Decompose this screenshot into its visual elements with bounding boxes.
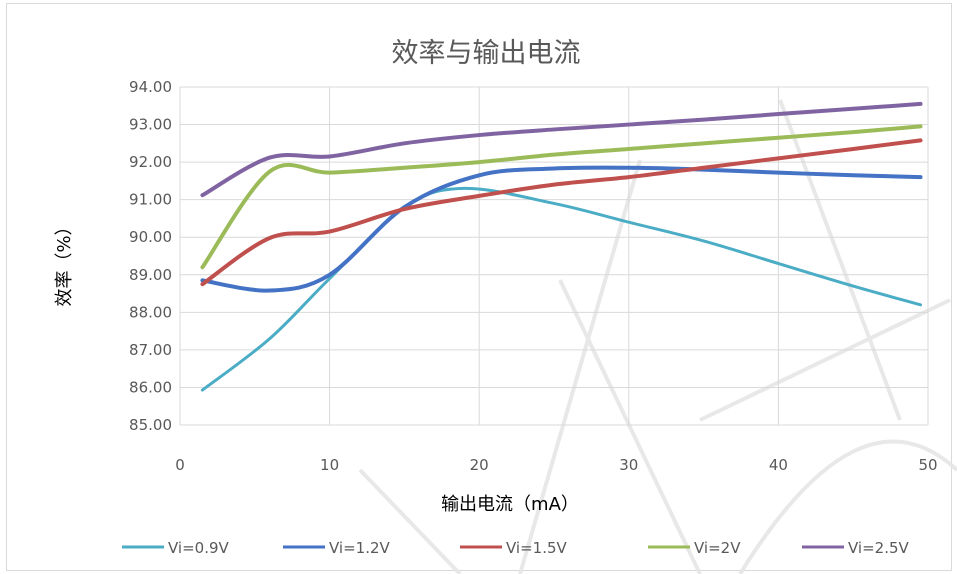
y-tick-label: 87.00 xyxy=(129,341,172,359)
y-tick-label: 85.00 xyxy=(129,416,172,434)
legend-label: Vi=1.2V xyxy=(329,539,391,557)
y-tick-label: 89.00 xyxy=(129,266,172,284)
watermark-stroke xyxy=(518,159,642,574)
legend-label: Vi=2.5V xyxy=(848,539,910,557)
x-tick-label: 30 xyxy=(619,456,638,474)
legend-label: Vi=2V xyxy=(694,539,741,557)
watermark-stroke xyxy=(699,298,951,422)
watermark-stroke xyxy=(358,468,462,574)
x-tick-label: 0 xyxy=(175,456,185,474)
legend-label: Vi=0.9V xyxy=(168,539,230,557)
series-line-vi-2-5v xyxy=(200,101,923,198)
watermark-stroke xyxy=(778,99,902,421)
y-tick-label: 92.00 xyxy=(129,153,172,171)
watermark-stroke xyxy=(558,279,702,574)
x-tick-labels: 0 10 20 30 40 50 xyxy=(175,456,937,474)
watermark-stroke xyxy=(738,439,957,574)
x-tick-label: 20 xyxy=(470,456,489,474)
x-tick-label: 40 xyxy=(769,456,788,474)
series-line-vi-0-9v xyxy=(200,186,923,392)
y-tick-label: 91.00 xyxy=(129,191,172,209)
x-tick-label: 10 xyxy=(320,456,339,474)
y-tick-label: 86.00 xyxy=(129,378,172,396)
y-tick-labels: 85.00 86.00 87.00 88.00 89.00 90.00 91.00 92.00… xyxy=(129,78,172,434)
y-axis-label: 效率（%） xyxy=(54,217,75,306)
chart-title: 效率与输出电流 xyxy=(392,38,581,69)
series-line-vi-1-2v xyxy=(200,165,923,293)
series-lines xyxy=(200,101,923,392)
y-tick-label: 93.00 xyxy=(129,116,172,134)
legend-label: Vi=1.5V xyxy=(506,539,568,557)
y-tick-label: 94.00 xyxy=(129,78,172,96)
gridlines xyxy=(179,86,929,426)
series-line-vi-1-5v xyxy=(200,138,923,287)
y-tick-label: 88.00 xyxy=(129,303,172,321)
legend: Vi=0.9V Vi=1.2V Vi=1.5V Vi=2V Vi=2.5V xyxy=(122,539,910,557)
series-line-vi-2v xyxy=(200,124,923,270)
y-tick-label: 90.00 xyxy=(129,228,172,246)
watermark xyxy=(358,99,957,574)
x-axis-label: 输出电流（mA） xyxy=(441,494,579,515)
x-tick-label: 50 xyxy=(918,456,937,474)
